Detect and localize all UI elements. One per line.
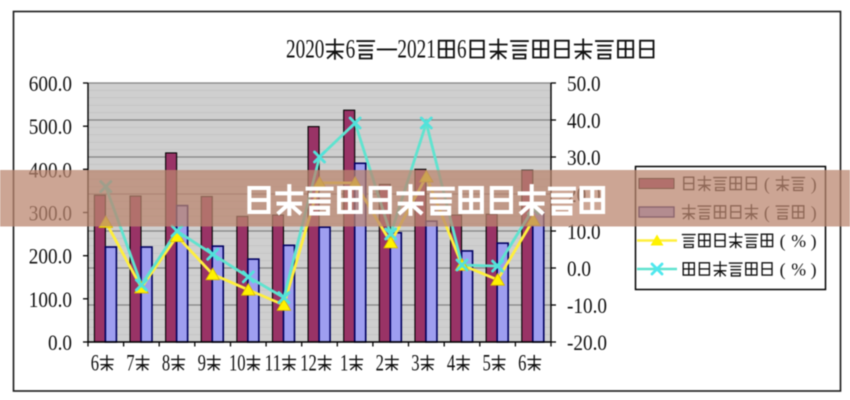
svg-text:%: % [791, 260, 806, 280]
svg-text:30.0: 30.0 [567, 145, 601, 170]
svg-text:2: 2 [376, 350, 384, 375]
svg-text:6: 6 [91, 350, 99, 375]
svg-text:0.0: 0.0 [567, 256, 591, 281]
svg-text:6: 6 [518, 350, 526, 375]
svg-text:1: 1 [340, 350, 348, 375]
svg-text:100.0: 100.0 [29, 287, 72, 312]
svg-text:6: 6 [457, 35, 467, 64]
svg-text:200.0: 200.0 [29, 244, 72, 269]
svg-text:6: 6 [346, 35, 356, 64]
svg-text:%: % [791, 231, 806, 251]
svg-text:2021: 2021 [397, 35, 435, 64]
svg-text:): ) [811, 260, 817, 281]
svg-text:600.0: 600.0 [29, 71, 72, 96]
svg-text:10: 10 [229, 350, 246, 375]
svg-text:): ) [811, 231, 817, 252]
svg-text:11: 11 [265, 350, 282, 375]
svg-text:-20.0: -20.0 [567, 330, 607, 355]
svg-text:50.0: 50.0 [567, 71, 601, 96]
svg-text:0.0: 0.0 [48, 330, 72, 355]
svg-text:3: 3 [411, 350, 419, 375]
svg-text:500.0: 500.0 [29, 114, 72, 139]
svg-text:40.0: 40.0 [567, 108, 601, 133]
svg-text:5: 5 [483, 350, 491, 375]
svg-text:2020: 2020 [286, 35, 324, 64]
svg-text:-10.0: -10.0 [567, 293, 607, 318]
svg-text:8: 8 [162, 350, 170, 375]
svg-text:4: 4 [447, 350, 456, 375]
svg-text:9: 9 [198, 350, 206, 375]
svg-text:7: 7 [126, 350, 134, 375]
svg-text:12: 12 [300, 350, 317, 375]
svg-text:(: ( [780, 260, 786, 281]
svg-text:(: ( [780, 231, 786, 252]
